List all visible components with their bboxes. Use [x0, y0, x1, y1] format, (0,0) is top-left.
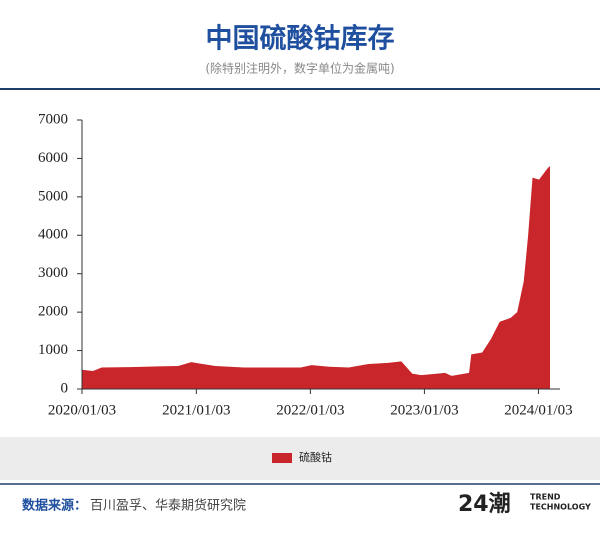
y-tick-label: 4000 — [38, 227, 68, 243]
chart-title: 中国硫酸钴库存 — [206, 23, 395, 55]
y-tick-label: 1000 — [38, 342, 68, 358]
area — [82, 166, 551, 389]
y-tick-label: 6000 — [38, 150, 68, 166]
plot: 0 1000 2000 3000 4000 5000 6000 7000 2020/01/03 2… — [38, 111, 573, 464]
y-tick-label: 3000 — [38, 265, 68, 281]
legend-label: 硫酸钴 — [299, 450, 332, 464]
y-tick-label: 2000 — [38, 304, 68, 320]
legend-swatch — [272, 453, 292, 463]
x-tick-label: 2021/01/03 — [162, 402, 230, 418]
logo-line: TREND — [530, 493, 561, 502]
source-text: 百川盈孚、华泰期货研究院 — [90, 498, 246, 514]
source-label: 数据来源： — [22, 498, 87, 514]
x-tick-label: 2024/01/03 — [504, 402, 572, 418]
legend-band — [0, 437, 600, 480]
logo-line: TECHNOLOGY — [530, 503, 591, 512]
x-tick-label: 2020/01/03 — [48, 402, 116, 418]
y-tick-label: 5000 — [38, 188, 68, 204]
x-tick-label: 2023/01/03 — [390, 402, 458, 418]
y-tick-label: 0 — [61, 380, 69, 396]
chart-subtitle: (除特别注明外，数字单位为金属吨) — [205, 61, 394, 76]
x-tick-label: 2022/01/03 — [276, 402, 344, 418]
logo-mark: 24潮 — [458, 492, 511, 517]
y-tick-label: 7000 — [38, 111, 68, 127]
